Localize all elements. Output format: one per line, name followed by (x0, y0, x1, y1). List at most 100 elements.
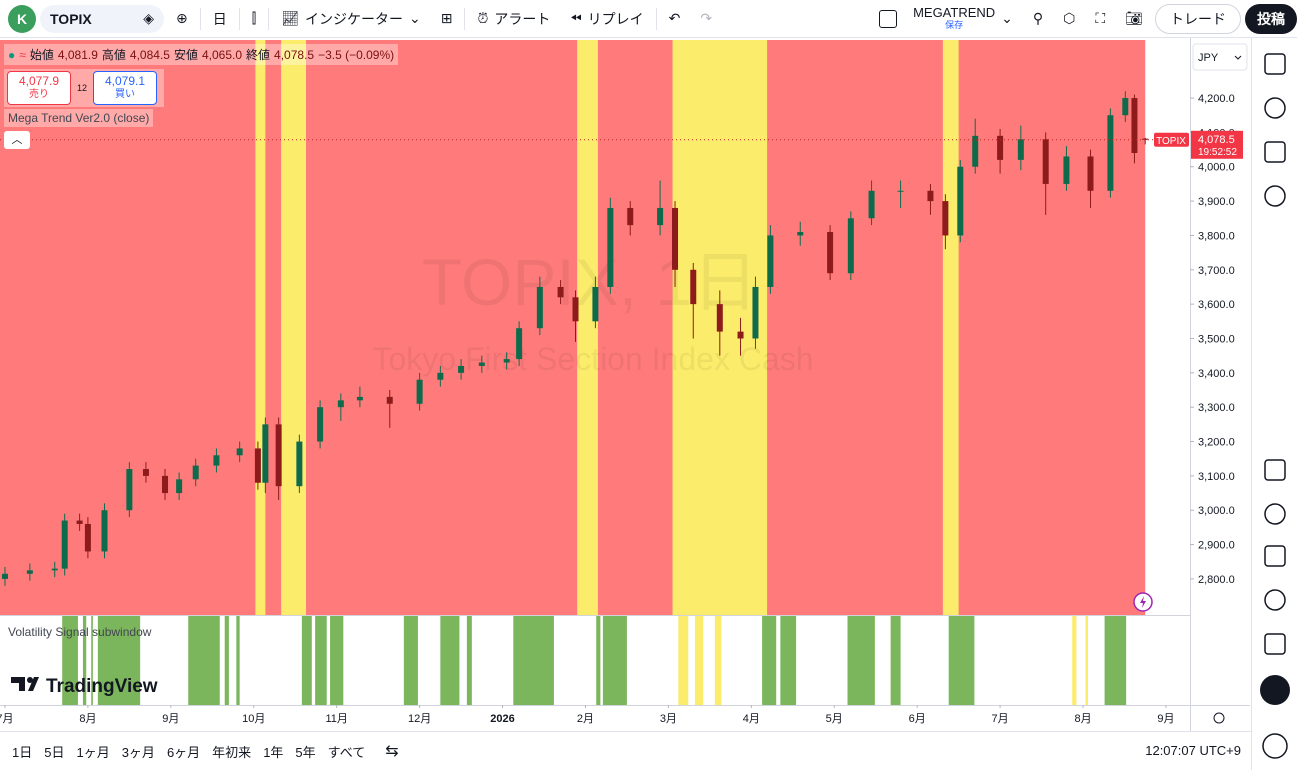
candle-body (478, 362, 485, 366)
x-tick-label: 7月 (992, 713, 1009, 725)
green-signal (91, 616, 93, 705)
green-signal (330, 616, 344, 705)
clock: 12:07:07 UTC+9 (1145, 743, 1241, 758)
range-button[interactable]: すべて (327, 744, 366, 760)
separator (238, 7, 240, 30)
publish[interactable]: 投稿 (1245, 3, 1297, 34)
green-signal (513, 616, 554, 705)
settings-icon[interactable]: ⬡ (1063, 10, 1076, 26)
replay[interactable]: リプレイ (587, 10, 644, 27)
range-button[interactable]: 5日 (44, 744, 65, 760)
brand: TradingView (46, 676, 158, 697)
candle-body (1107, 115, 1114, 191)
sidebar-icon[interactable] (1264, 589, 1286, 611)
sell[interactable]: 売り (29, 89, 49, 100)
range-button[interactable]: 5年 (295, 744, 316, 760)
brand-logo: TradingView (11, 676, 158, 697)
search-icon[interactable]: ⚲ (1032, 10, 1044, 26)
range-button[interactable]: 1日 (12, 744, 33, 760)
green-signal (97, 616, 141, 705)
symbol[interactable]: TOPIX (50, 10, 92, 27)
candle-body (416, 379, 423, 404)
separator (199, 7, 201, 30)
x-tick-label: 12月 (408, 713, 431, 725)
currency[interactable]: JPY (1198, 52, 1219, 64)
sidebar-icon[interactable] (1264, 503, 1286, 525)
indicator-legend: Mega Trend Ver2.0 (close) (4, 109, 154, 127)
sidebar-icon[interactable] (1264, 53, 1286, 75)
help-icon[interactable] (1262, 733, 1288, 759)
sidebar-icon[interactable] (1264, 97, 1286, 119)
subwindow-title: Volatility Signal subwindow (8, 625, 152, 639)
sidebar-icon[interactable] (1264, 545, 1286, 567)
green-signal (301, 616, 312, 705)
candle-body (627, 207, 634, 226)
green-signal (948, 616, 975, 705)
separator (655, 7, 657, 30)
indicator[interactable]: Mega Trend Ver2.0 (close) (8, 111, 150, 125)
candle-body (868, 190, 875, 219)
range-button[interactable]: 3ヶ月 (121, 744, 155, 760)
candle-body (716, 304, 723, 332)
avatar[interactable]: K (8, 4, 36, 33)
sell-button[interactable]: 4,077.9 売り (7, 71, 71, 105)
range-button[interactable]: 年初来 (212, 744, 252, 760)
candle-body (1131, 98, 1138, 154)
indicators[interactable]: インジケーター (305, 10, 403, 27)
date-range-icon[interactable]: ⇆ (385, 743, 399, 760)
yellow-signal (714, 616, 722, 705)
candle-body (690, 269, 697, 305)
range-button[interactable]: 6ヶ月 (166, 744, 201, 760)
redo[interactable]: ↷ (700, 10, 713, 26)
collapse-button[interactable]: ︿ (4, 131, 30, 149)
candle-body (557, 286, 564, 298)
candle-body (337, 400, 344, 408)
buy-button[interactable]: 4,079.1 買い (93, 71, 158, 105)
templates[interactable]: ⊞ (440, 10, 453, 26)
legend-value: 4,084.5 (129, 47, 170, 62)
green-signal (602, 616, 627, 705)
range-button[interactable]: 1ヶ月 (76, 744, 110, 760)
x-tick-label: 2月 (577, 713, 594, 725)
layout-name[interactable]: MEGATREND (913, 4, 996, 20)
candle-body (296, 441, 303, 487)
y-tick-label: 3,300.0 (1198, 402, 1235, 414)
symbol-search[interactable]: TOPIX ◈ (40, 4, 164, 33)
buy[interactable]: 買い (115, 89, 136, 100)
sell-price[interactable]: 4,077.9 (18, 74, 60, 88)
candle-body (1122, 98, 1129, 116)
sidebar-icon[interactable] (1264, 185, 1286, 207)
apps-icon[interactable] (1260, 675, 1290, 705)
settings-icon[interactable] (1213, 712, 1225, 724)
undo[interactable]: ↶ (668, 10, 681, 26)
replay-button[interactable]: ⏪︎ リプレイ (562, 4, 651, 34)
candle-body (737, 331, 744, 339)
buy-price[interactable]: 4,079.1 (104, 74, 146, 88)
sidebar-icon[interactable] (1264, 459, 1286, 481)
watermark-symbol: TOPIX, 1日 (422, 245, 758, 319)
y-tick-label: 2,800.0 (1198, 574, 1235, 586)
candle-body (942, 201, 949, 236)
currency-box[interactable] (1192, 43, 1248, 71)
indicators-button[interactable]: 📈︎ インジケーター ⌄ (273, 4, 429, 34)
candle-body (827, 232, 834, 274)
layout-button[interactable]: MEGATREND 保存 ⌄ (871, 4, 1021, 34)
candle-body (76, 520, 83, 524)
alert[interactable]: アラート (494, 10, 551, 27)
range-button[interactable]: 1年 (263, 744, 284, 760)
sidebar-icon[interactable] (1264, 633, 1286, 655)
fullscreen-icon[interactable]: ⛶ (1095, 10, 1106, 26)
add-symbol[interactable]: ⊕ (176, 10, 188, 26)
chart-type[interactable]: ⫿ (251, 10, 257, 26)
trade[interactable]: トレード (1155, 3, 1241, 34)
sidebar-icon[interactable] (1264, 141, 1286, 163)
icon: ⏪︎ (570, 10, 582, 26)
alert-button[interactable]: ⏰︎ アラート (469, 4, 558, 34)
yellow-signal (678, 616, 689, 705)
snapshot-icon[interactable]: 📷︎ (1125, 10, 1143, 26)
candle-body (797, 232, 804, 236)
interval[interactable]: 日 (212, 10, 227, 27)
candle-body (1042, 139, 1049, 184)
legend-value: 4,065.0 (201, 47, 243, 62)
candle-body (162, 475, 169, 494)
